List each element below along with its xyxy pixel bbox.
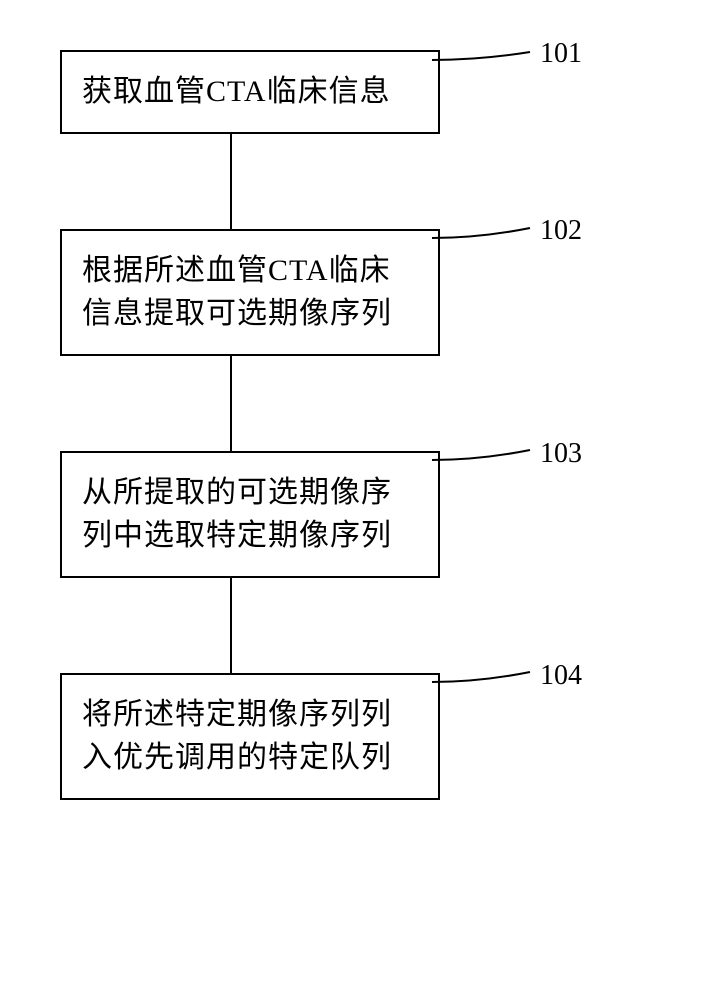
flow-step-text: 从所提取的可选期像序列中选取特定期像序列 — [82, 471, 418, 558]
flow-step-text: 获取血管CTA临床信息 — [82, 70, 418, 114]
step-label-101: 101 — [540, 38, 582, 70]
flow-step-102: 根据所述血管CTA临床信息提取可选期像序列 — [60, 229, 440, 356]
step-label-102: 102 — [540, 215, 582, 247]
flowchart-container: 获取血管CTA临床信息 根据所述血管CTA临床信息提取可选期像序列 从所提取的可… — [60, 50, 560, 800]
step-label-104: 104 — [540, 660, 582, 692]
flow-connector — [230, 356, 232, 451]
flow-step-104: 将所述特定期像序列列入优先调用的特定队列 — [60, 673, 440, 800]
flow-step-101: 获取血管CTA临床信息 — [60, 50, 440, 134]
flow-connector — [230, 578, 232, 673]
flow-connector — [230, 134, 232, 229]
flow-step-103: 从所提取的可选期像序列中选取特定期像序列 — [60, 451, 440, 578]
flow-step-text: 根据所述血管CTA临床信息提取可选期像序列 — [82, 249, 418, 336]
flow-step-text: 将所述特定期像序列列入优先调用的特定队列 — [82, 693, 418, 780]
step-label-103: 103 — [540, 438, 582, 470]
